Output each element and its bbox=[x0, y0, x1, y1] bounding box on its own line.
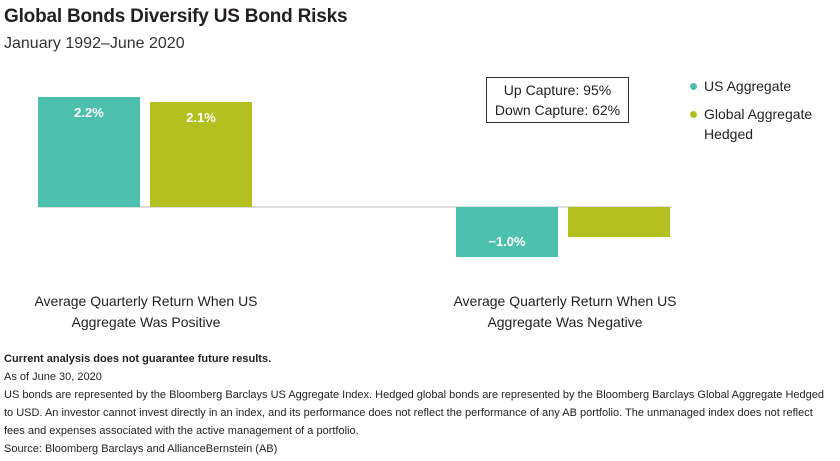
legend-label-global-aggregate-hedged-line-1: Global Aggregate bbox=[704, 106, 813, 122]
category-label-negative: Average Quarterly Return When US Aggrega… bbox=[420, 291, 710, 333]
bar-us-aggregate-positive bbox=[38, 97, 140, 207]
capture-ratio-box: Up Capture: 95% Down Capture: 62% bbox=[486, 77, 629, 123]
category-label-negative-line-1: Average Quarterly Return When US bbox=[453, 293, 677, 309]
source-text: Source: Bloomberg Barclays and AllianceB… bbox=[4, 443, 278, 455]
down-capture-text: Down Capture: 62% bbox=[494, 102, 621, 118]
data-label-global-aggregate-hedged-negative: −0.6% bbox=[600, 234, 638, 249]
legend-swatch-global-aggregate-hedged bbox=[690, 111, 697, 118]
index-description: US bonds are represented by the Bloomber… bbox=[4, 389, 825, 437]
category-label-positive-line-1: Average Quarterly Return When US bbox=[34, 293, 258, 309]
disclaimer-text: Current analysis does not guarantee futu… bbox=[4, 353, 272, 365]
bar-global-aggregate-hedged-negative bbox=[568, 207, 670, 237]
data-label-global-aggregate-hedged-positive: 2.1% bbox=[186, 110, 216, 125]
chart-legend: US Aggregate Global Aggregate Hedged bbox=[690, 76, 835, 152]
up-capture-text: Up Capture: 95% bbox=[503, 82, 612, 98]
legend-label-us-aggregate: US Aggregate bbox=[704, 78, 792, 94]
chart-title: Global Bonds Diversify US Bond Risks bbox=[4, 6, 348, 27]
bar-global-aggregate-hedged-positive bbox=[150, 102, 252, 207]
data-label-us-aggregate-positive: 2.2% bbox=[74, 105, 104, 120]
as-of-date: As of June 30, 2020 bbox=[4, 371, 102, 383]
legend-item-us-aggregate: US Aggregate bbox=[690, 76, 835, 96]
legend-item-global-aggregate-hedged: Global Aggregate Hedged bbox=[690, 104, 835, 144]
chart-subtitle: January 1992–June 2020 bbox=[4, 35, 185, 52]
legend-swatch-us-aggregate bbox=[690, 83, 697, 90]
legend-label-global-aggregate-hedged-line-2: Hedged bbox=[704, 126, 754, 142]
bar-chart: 2.2% −1.0% 2.1% −0.6% bbox=[38, 97, 672, 257]
footnotes: Current analysis does not guarantee futu… bbox=[4, 350, 834, 458]
category-label-negative-line-2: Aggregate Was Negative bbox=[487, 314, 643, 330]
category-label-positive: Average Quarterly Return When US Aggrega… bbox=[1, 291, 291, 333]
data-label-us-aggregate-negative: −1.0% bbox=[488, 234, 526, 249]
category-label-positive-line-2: Aggregate Was Positive bbox=[71, 314, 221, 330]
bar-us-aggregate-negative bbox=[456, 207, 558, 257]
